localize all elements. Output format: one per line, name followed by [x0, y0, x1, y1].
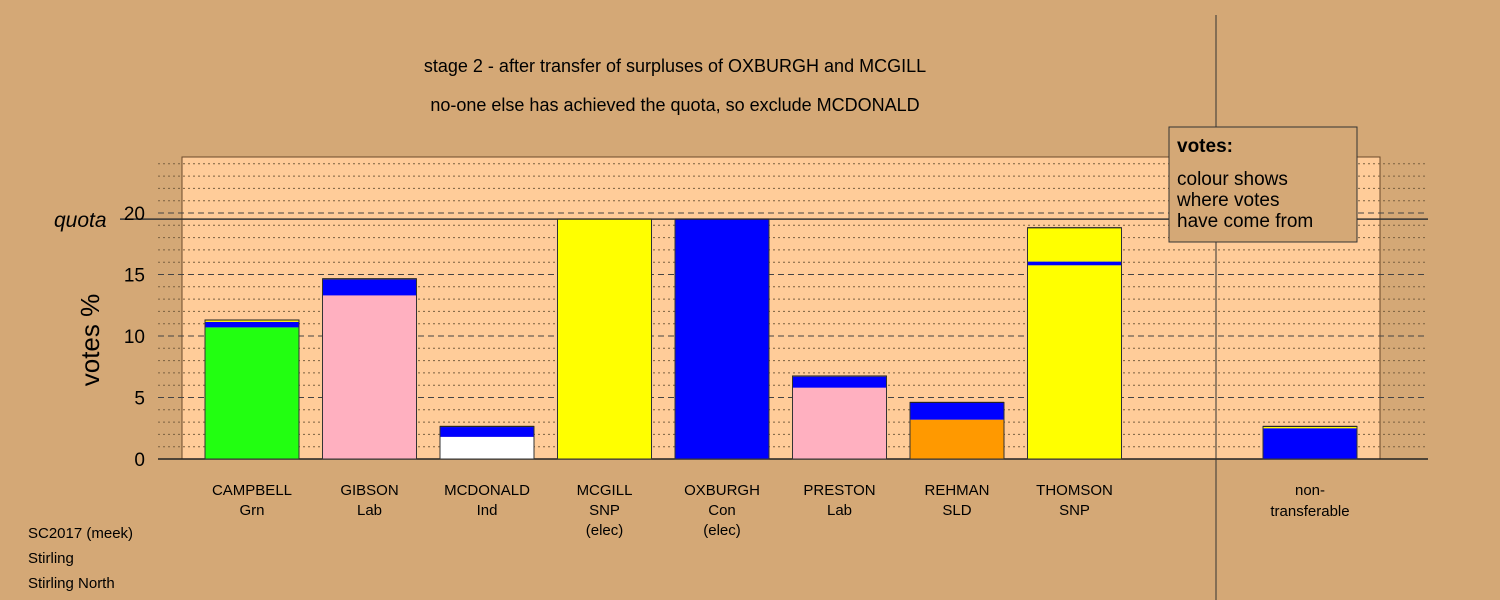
footer-ward: Stirling North	[28, 575, 115, 592]
bar-segment	[792, 376, 887, 388]
y-axis: 0 5 10 15 20	[124, 204, 145, 471]
nontransferable-label: transferable	[1270, 503, 1349, 520]
candidate-name: PRESTON	[803, 482, 875, 499]
bar-preston	[792, 375, 887, 460]
bar-segment	[205, 320, 299, 322]
bar-segment	[557, 219, 652, 459]
y-tick-label: 15	[124, 266, 145, 287]
bar-segment	[1263, 428, 1357, 459]
bar-mcgill	[557, 218, 652, 460]
candidate-party: Con	[708, 502, 736, 519]
candidate-name: REHMAN	[924, 482, 989, 499]
bar-segment	[910, 419, 1004, 459]
candidate-name: MCDONALD	[444, 482, 530, 499]
candidate-note: (elec)	[586, 522, 624, 539]
legend: votes: colour shows where votes have com…	[1168, 126, 1358, 243]
nontransferable-label: non-	[1295, 482, 1325, 499]
bar-segment	[1027, 227, 1122, 262]
candidate-name: GIBSON	[340, 482, 398, 499]
bar-segment	[1027, 265, 1122, 459]
bar-segment	[440, 436, 534, 459]
footer-election: SC2017 (meek)	[28, 525, 134, 542]
y-tick-label: 0	[134, 450, 145, 471]
quota-label: quota	[54, 209, 107, 232]
candidate-party: Grn	[239, 502, 264, 519]
y-axis-label: votes %	[75, 294, 105, 387]
y-tick-label: 5	[134, 389, 145, 410]
legend-box	[1168, 126, 1358, 243]
bar-campbell	[204, 319, 300, 460]
bar-gibson	[322, 278, 417, 460]
candidate-name: OXBURGH	[684, 482, 760, 499]
candidate-party: Lab	[357, 502, 382, 519]
y-tick-label: 10	[124, 327, 145, 348]
bar-segment	[205, 321, 299, 328]
legend-line-1: colour shows	[1177, 169, 1288, 190]
candidate-name: MCGILL	[577, 482, 633, 499]
bar-mcdonald	[439, 425, 535, 460]
candidate-party: Lab	[827, 502, 852, 519]
bar-thomson	[1027, 227, 1122, 460]
legend-line-2: where votes	[1176, 190, 1279, 211]
legend-line-3: have come from	[1177, 211, 1313, 232]
bar-segment	[1027, 261, 1122, 266]
candidate-note: (elec)	[703, 522, 741, 539]
candidate-party: SNP	[1059, 502, 1090, 519]
candidate-party: SLD	[942, 502, 971, 519]
bar-segment	[675, 219, 769, 459]
bar-segment	[322, 279, 417, 296]
candidate-name: THOMSON	[1036, 482, 1113, 499]
bar-oxburgh	[674, 218, 770, 460]
candidate-party: SNP	[589, 502, 620, 519]
y-tick-label: 20	[124, 204, 145, 225]
chart-title: stage 2 - after transfer of surpluses of…	[424, 56, 926, 76]
x-axis-labels: CAMPBELL Grn GIBSON Lab MCDONALD Ind MCGILL SNP…	[212, 482, 1350, 539]
bar-segment	[910, 402, 1004, 420]
bar-rehman	[909, 401, 1005, 460]
bar-non-transferable	[1262, 425, 1358, 460]
bar-segment	[440, 427, 534, 437]
footer-council: Stirling	[28, 550, 74, 567]
chart-subtitle: no-one else has achieved the quota, so e…	[430, 95, 919, 115]
bar-segment	[792, 387, 887, 459]
candidate-name: CAMPBELL	[212, 482, 292, 499]
candidate-party: Ind	[477, 502, 498, 519]
bar-segment	[1263, 426, 1357, 429]
legend-title: votes:	[1177, 136, 1233, 157]
bar-segment	[205, 327, 299, 459]
bars	[204, 218, 1358, 460]
bar-segment	[322, 295, 417, 459]
